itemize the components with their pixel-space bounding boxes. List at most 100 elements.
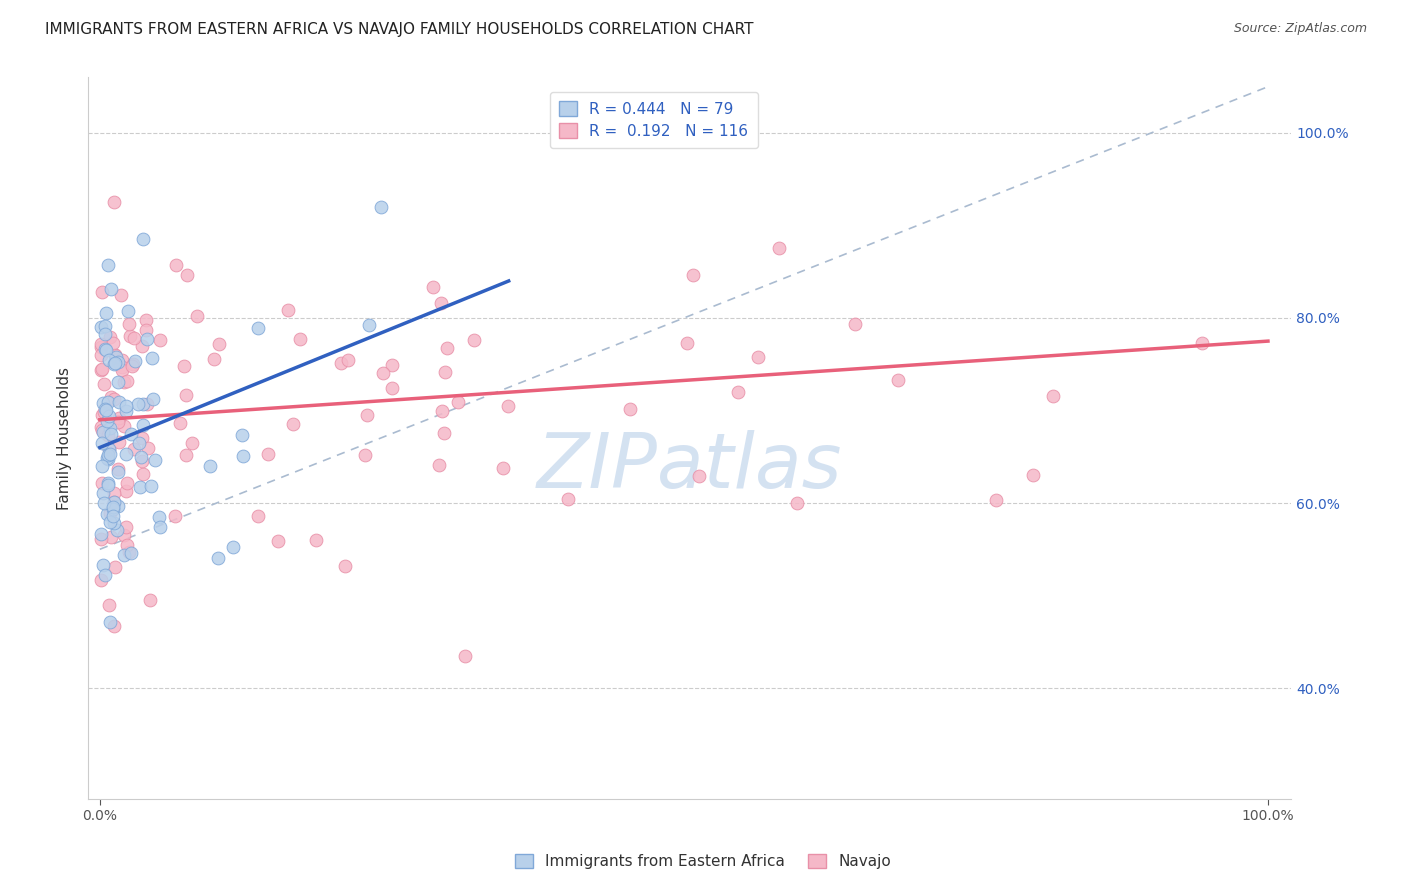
Point: [148, 510, 170, 524]
Point: [115, 475, 138, 490]
Point: [430, 404, 453, 418]
Point: [101, 509, 124, 524]
Point: [103, 516, 125, 530]
Point: [436, 341, 458, 355]
Point: [747, 350, 769, 364]
Point: [169, 416, 191, 430]
Point: [174, 388, 197, 402]
Point: [120, 546, 142, 560]
Point: [492, 461, 515, 475]
Point: [135, 322, 157, 336]
Point: [118, 545, 141, 559]
Point: [112, 528, 135, 542]
Point: [96, 508, 118, 522]
Point: [267, 533, 290, 548]
Point: [105, 524, 128, 538]
Point: [103, 619, 125, 633]
Legend: Immigrants from Eastern Africa, Navajo: Immigrants from Eastern Africa, Navajo: [509, 847, 897, 875]
Point: [104, 560, 127, 574]
Point: [422, 280, 444, 294]
Point: [122, 357, 145, 371]
Point: [335, 559, 357, 574]
Point: [149, 520, 172, 534]
Point: [104, 356, 127, 370]
Point: [97, 394, 120, 409]
Point: [132, 417, 155, 432]
Point: [768, 241, 790, 255]
Point: [173, 359, 195, 373]
Point: [136, 332, 159, 346]
Point: [107, 355, 129, 369]
Point: [100, 530, 122, 544]
Text: IMMIGRANTS FROM EASTERN AFRICA VS NAVAJO FAMILY HOUSEHOLDS CORRELATION CHART: IMMIGRANTS FROM EASTERN AFRICA VS NAVAJO…: [45, 22, 754, 37]
Point: [370, 200, 392, 214]
Point: [104, 348, 127, 362]
Point: [97, 427, 120, 442]
Point: [121, 359, 143, 374]
Point: [115, 404, 138, 418]
Point: [90, 419, 112, 434]
Point: [111, 352, 134, 367]
Point: [786, 496, 808, 510]
Point: [165, 258, 187, 272]
Point: [105, 350, 128, 364]
Point: [93, 496, 115, 510]
Point: [90, 527, 112, 541]
Point: [103, 495, 125, 509]
Text: Source: ZipAtlas.com: Source: ZipAtlas.com: [1233, 22, 1367, 36]
Point: [380, 381, 402, 395]
Point: [619, 401, 641, 416]
Point: [129, 450, 152, 464]
Point: [247, 509, 270, 524]
Point: [110, 288, 132, 302]
Point: [94, 326, 117, 341]
Point: [498, 399, 520, 413]
Point: [118, 317, 141, 331]
Point: [433, 425, 456, 440]
Point: [124, 354, 146, 368]
Point: [356, 408, 378, 422]
Point: [100, 615, 122, 629]
Point: [330, 356, 353, 370]
Point: [103, 495, 125, 509]
Point: [97, 259, 120, 273]
Point: [90, 362, 112, 376]
Point: [246, 320, 269, 334]
Point: [176, 268, 198, 282]
Point: [91, 409, 114, 423]
Point: [93, 567, 115, 582]
Point: [135, 313, 157, 327]
Point: [380, 358, 402, 372]
Point: [117, 304, 139, 318]
Point: [107, 376, 129, 390]
Point: [429, 458, 451, 473]
Point: [208, 337, 231, 351]
Point: [1191, 335, 1213, 350]
Point: [231, 427, 253, 442]
Point: [90, 475, 112, 490]
Point: [139, 479, 162, 493]
Point: [727, 384, 749, 399]
Point: [91, 423, 114, 437]
Point: [91, 285, 114, 300]
Point: [132, 397, 155, 411]
Point: [682, 268, 704, 283]
Point: [288, 332, 311, 346]
Point: [127, 397, 149, 411]
Point: [131, 454, 153, 468]
Point: [131, 339, 153, 353]
Point: [337, 352, 360, 367]
Point: [463, 333, 485, 347]
Point: [108, 411, 131, 425]
Point: [202, 351, 225, 366]
Point: [94, 306, 117, 320]
Point: [98, 447, 121, 461]
Point: [136, 442, 159, 456]
Point: [94, 343, 117, 357]
Point: [93, 395, 115, 409]
Point: [98, 409, 121, 423]
Point: [100, 390, 122, 404]
Point: [90, 320, 112, 334]
Point: [103, 358, 125, 372]
Point: [100, 427, 122, 442]
